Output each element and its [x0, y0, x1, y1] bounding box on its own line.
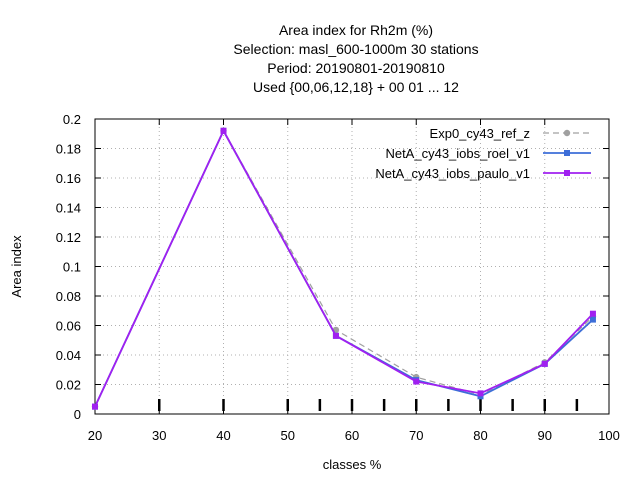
data-point	[564, 150, 570, 156]
data-point	[589, 310, 596, 317]
x-tick-label: 80	[473, 428, 487, 443]
grid	[95, 119, 609, 414]
x-tick-label: 30	[152, 428, 166, 443]
y-tick-label: 0.16	[56, 171, 81, 186]
data-point	[589, 316, 596, 323]
x-tick-label: 90	[538, 428, 552, 443]
chart-title: Area index for Rh2m (%) Selection: masl_6…	[233, 22, 478, 95]
title-line: Period: 20190801-20190810	[267, 60, 445, 76]
data-point	[477, 390, 484, 397]
x-tick-label: 40	[216, 428, 230, 443]
legend-entry: Exp0_cy43_ref_z	[430, 126, 591, 141]
series-3	[92, 127, 596, 410]
title-line: Used {00,06,12,18} + 00 01 ... 12	[253, 79, 459, 95]
y-tick-label: 0.14	[56, 201, 81, 216]
data-point	[541, 360, 548, 367]
y-tick-label: 0.1	[63, 260, 81, 275]
legend-entry: NetA_cy43_iobs_roel_v1	[385, 146, 591, 161]
title-line: Area index for Rh2m (%)	[279, 22, 433, 38]
title-line: Selection: masl_600-1000m 30 stations	[233, 41, 478, 57]
data-point	[413, 378, 420, 385]
y-tick-label: 0.06	[56, 319, 81, 334]
legend: Exp0_cy43_ref_z NetA_cy43_iobs_roel_v1 Net…	[375, 126, 591, 181]
y-axis-label: Area index	[9, 235, 24, 298]
x-tick-label: 60	[345, 428, 359, 443]
legend-entry: NetA_cy43_iobs_paulo_v1	[375, 166, 591, 181]
y-tick-label: 0.02	[56, 378, 81, 393]
legend-label: NetA_cy43_iobs_roel_v1	[385, 146, 530, 161]
x-axis-label: classes %	[323, 457, 382, 472]
data-point	[220, 127, 227, 134]
legend-label: Exp0_cy43_ref_z	[430, 126, 530, 141]
x-tick-label: 50	[281, 428, 295, 443]
data-point	[564, 170, 570, 176]
data-point	[92, 403, 98, 410]
y-tick-label: 0.12	[56, 230, 81, 245]
y-tick-label: 0.2	[63, 112, 81, 127]
series	[91, 127, 597, 410]
legend-label: NetA_cy43_iobs_paulo_v1	[375, 166, 530, 181]
x-tick-label: 100	[598, 428, 620, 443]
y-tick-label: 0.04	[56, 348, 81, 363]
x-tick-label: 20	[88, 428, 102, 443]
y-tick-label: 0.08	[56, 289, 81, 304]
class-marks	[158, 399, 579, 411]
x-axis-ticks: 20 30 40 50 60 70 80 90 100	[88, 119, 620, 443]
x-tick-label: 70	[409, 428, 423, 443]
y-tick-label: 0.18	[56, 142, 81, 157]
data-point	[332, 332, 339, 339]
y-axis-ticks: 0 0.02 0.04 0.06 0.08 0.1 0.12 0.14 0.16 0.18 0.2	[56, 112, 609, 422]
y-tick-label: 0	[74, 407, 81, 422]
data-point	[563, 129, 571, 137]
